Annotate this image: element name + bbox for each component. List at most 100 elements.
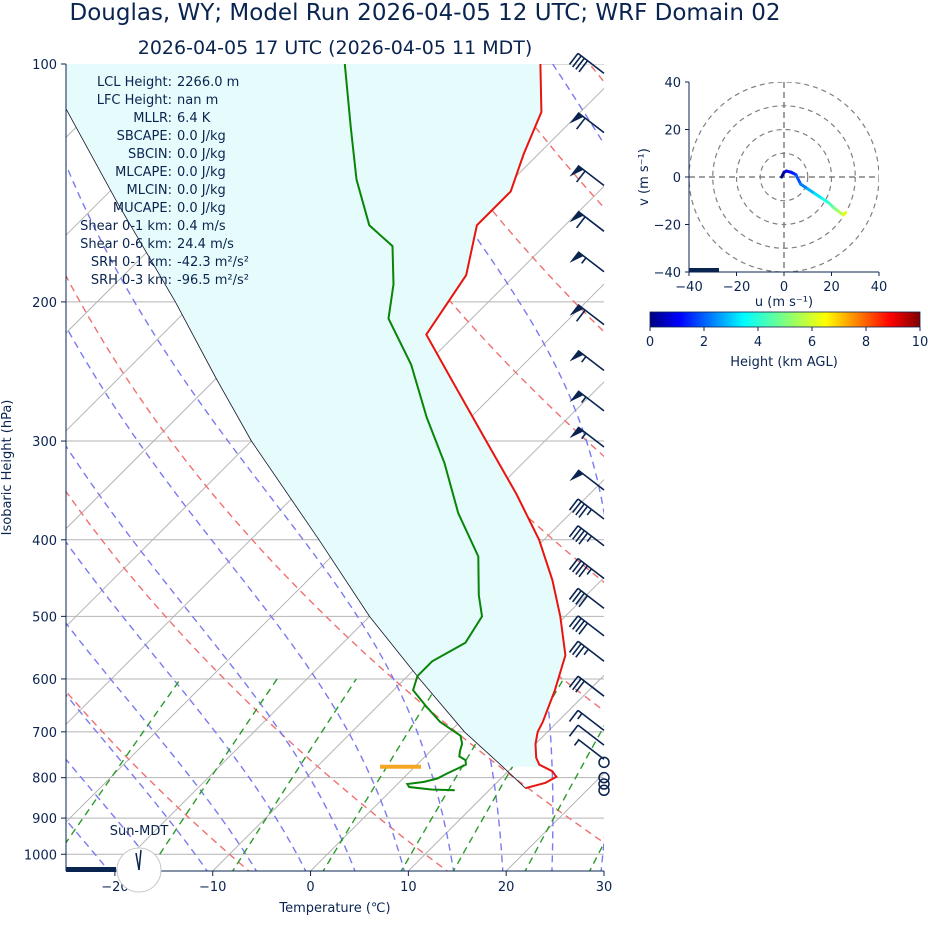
y-tick-label: 100 [32, 58, 57, 73]
calm-wind-circle [598, 771, 610, 784]
wind-barb [568, 52, 605, 75]
moist-adiabat-line [66, 819, 110, 871]
barb-full [568, 640, 579, 653]
isotherm-line [114, 381, 604, 871]
barb-half [583, 648, 589, 656]
stat-label: MLCAPE: [115, 165, 172, 180]
dry-adiabat-line [691, 64, 928, 874]
colorbar-gradient [649, 311, 921, 328]
y-tick-label: 1000 [24, 848, 57, 863]
stat-label: SRH 0-3 km: [91, 273, 172, 288]
x-tick-label: 0 [306, 880, 314, 895]
mixing-ratio-line [452, 678, 565, 871]
barb-staff [577, 587, 605, 609]
stat-value: 24.4 m/s [177, 237, 234, 252]
wind-barb [598, 771, 610, 784]
barb-full [575, 117, 586, 130]
barb-half [581, 356, 587, 363]
isotherm-line [407, 674, 604, 871]
stat-value: 0.0 J/kg [177, 165, 226, 180]
x-tick-label: −10 [199, 880, 226, 895]
wind-barb [568, 675, 605, 697]
hodo-y-tick-label: 40 [664, 76, 681, 91]
barb-full [578, 505, 589, 518]
sun-bar [66, 867, 116, 872]
y-tick-label: 200 [32, 296, 57, 311]
barb-full [572, 643, 582, 656]
wind-barb [568, 709, 605, 732]
mixing-ratio-line [66, 678, 182, 844]
moist-adiabat-line [66, 758, 159, 871]
mixing-ratio-line [322, 678, 442, 871]
dry-adiabat-line [487, 64, 604, 209]
barb-full [568, 724, 579, 737]
isotherm-line [699, 46, 928, 874]
barb-full [575, 503, 585, 516]
hodo-x-tick-label: −20 [723, 280, 750, 295]
barb-staff [577, 738, 605, 760]
barb-staff [577, 709, 605, 732]
y-tick-label: 500 [32, 610, 57, 625]
colorbar-tick-label: 2 [700, 335, 708, 350]
x-axis-label: Temperature (℃) [278, 901, 390, 916]
barb-staff [577, 469, 605, 491]
barb-half [577, 712, 583, 720]
hodo-scale-bar [689, 268, 719, 272]
cin-shading [66, 64, 566, 767]
wind-barb [569, 426, 605, 448]
barb-flag [569, 470, 584, 482]
moist-adiabat-line [66, 325, 405, 871]
wind-barb [568, 587, 605, 609]
stat-value: 6.4 K [177, 111, 211, 126]
y-tick-label: 700 [32, 726, 57, 741]
calm-wind-circle [598, 784, 610, 797]
y-tick-label: 400 [32, 534, 57, 549]
barb-half [586, 508, 593, 516]
stat-value: -42.3 m²/s² [177, 255, 249, 270]
wind-barb [598, 778, 610, 790]
wind-barb [569, 349, 605, 372]
stat-label: Shear 0-1 km: [80, 219, 172, 234]
mixing-ratio-line [588, 841, 604, 871]
dry-adiabat-line [66, 490, 449, 871]
barb-full [578, 60, 589, 73]
barb-flag [569, 112, 584, 124]
barb-flag [569, 427, 584, 439]
stat-label: MUCAPE: [113, 201, 172, 216]
stat-value: 0.0 J/kg [177, 183, 226, 198]
stat-value: 2266.0 m [177, 75, 239, 90]
y-tick-label: 300 [32, 435, 57, 450]
barb-full [568, 498, 579, 511]
wind-barb [568, 498, 605, 520]
stat-value: 0.0 J/kg [177, 129, 226, 144]
stat-value: -96.5 m²/s² [177, 273, 249, 288]
wind-barb [569, 111, 605, 134]
stat-label: MLLR: [133, 111, 172, 126]
barb-full [568, 558, 579, 571]
colorbar-tick-label: 10 [912, 335, 928, 350]
y-tick-label: 600 [32, 673, 57, 688]
temperature-line [425, 64, 567, 790]
barb-full [575, 530, 585, 543]
wind-barb [568, 525, 605, 547]
barb-staff [577, 615, 605, 637]
barb-staff [577, 349, 605, 372]
stat-label: SBCIN: [128, 147, 172, 162]
parcel-profile-line [66, 107, 526, 789]
barb-staff [577, 640, 605, 662]
hodo-y-tick-label: 20 [664, 124, 681, 139]
barb-half [573, 739, 580, 746]
moist-adiabat-line [66, 540, 307, 871]
barb-full [572, 590, 582, 603]
y-axis-label: Isobaric Height (hPa) [0, 400, 15, 536]
barb-half [586, 535, 593, 543]
barb-full [568, 615, 579, 628]
barb-full [568, 709, 579, 722]
barb-full [575, 309, 586, 322]
barb-full [575, 562, 585, 575]
wind-barb [569, 304, 605, 326]
barb-staff [577, 251, 605, 273]
hodograph-rings [689, 82, 879, 272]
barb-full [575, 620, 585, 633]
